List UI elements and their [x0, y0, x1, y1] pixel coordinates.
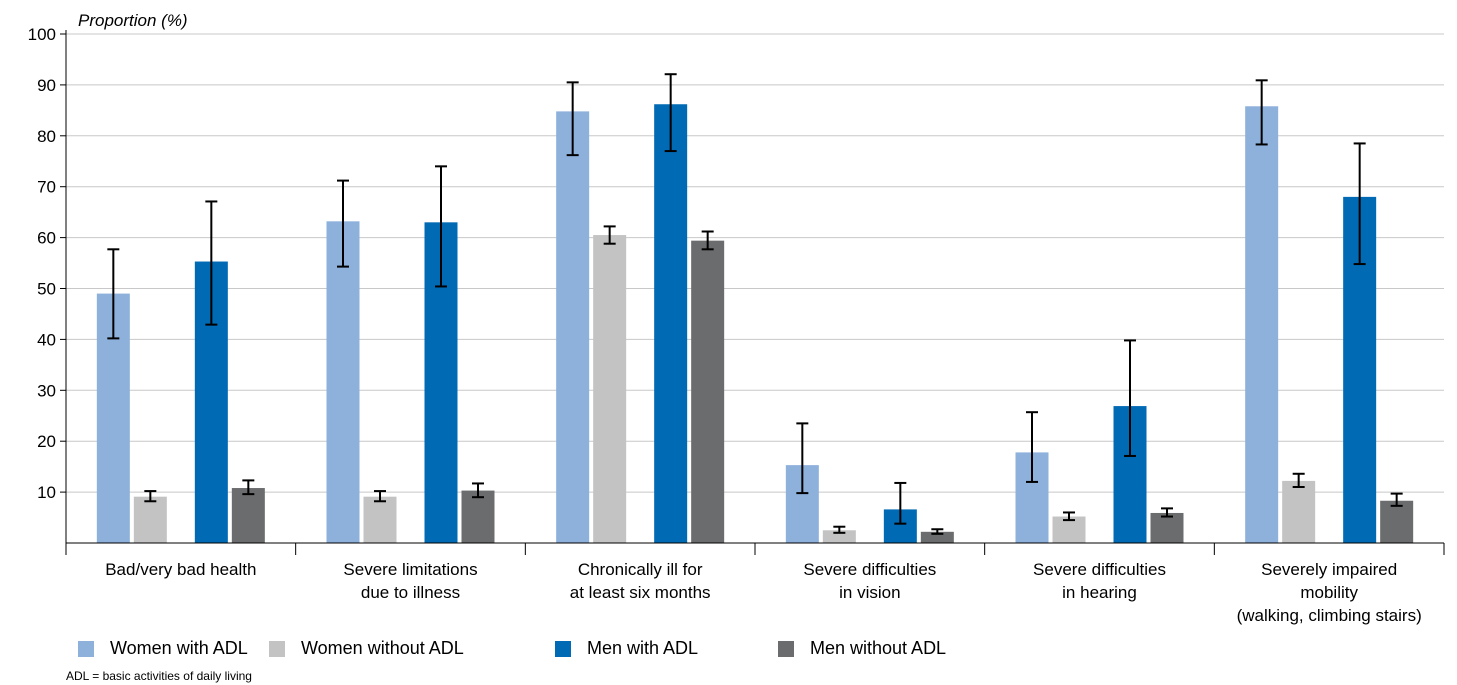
bar	[556, 111, 590, 544]
y-tick-label: 50	[37, 280, 56, 299]
y-axis-label: Proportion (%)	[78, 11, 188, 30]
bar	[1245, 106, 1279, 543]
gridlines	[66, 33, 1444, 493]
y-tick-label: 10	[37, 483, 56, 502]
y-tick-labels: 10 20 30 40 50 60 70 80 90 100	[28, 25, 56, 502]
bar	[920, 531, 954, 543]
legend-label: Men without ADL	[810, 638, 947, 658]
legend-item-men-with-adl: Men with ADL	[555, 638, 698, 659]
footnote: ADL = basic activities of daily living	[66, 669, 252, 683]
bar	[231, 488, 265, 543]
y-tick-label: 80	[37, 127, 56, 146]
legend-label: Men with ADL	[587, 638, 699, 658]
y-tick-label: 30	[37, 381, 56, 400]
bar-chart: 10 20 30 40 50 60 70 80 90 100 Bad/very bad healt…	[28, 11, 1445, 625]
bar	[1380, 500, 1414, 543]
category-label: Bad/very bad health	[105, 560, 256, 579]
category-label: Chronically ill for	[578, 560, 703, 579]
legend-swatch	[269, 640, 285, 657]
category-label: at least six months	[570, 583, 711, 602]
y-tick-label: 40	[37, 330, 56, 349]
category-label: Severe difficulties	[803, 560, 936, 579]
category-label: in hearing	[1062, 583, 1137, 602]
bar	[822, 530, 856, 543]
bar	[593, 235, 627, 543]
category-label: Severely impaired	[1261, 560, 1397, 579]
legend-swatch	[778, 640, 794, 657]
legend-item-men-without-adl: Men without ADL	[778, 638, 946, 659]
legend-item-women-with-adl: Women with ADL	[78, 638, 248, 659]
category-label: mobility	[1300, 583, 1358, 602]
y-tick-label: 100	[28, 25, 56, 44]
y-tick-label: 60	[37, 229, 56, 248]
bars	[96, 104, 1414, 544]
legend-item-women-without-adl: Women without ADL	[269, 638, 464, 659]
bar	[654, 104, 688, 543]
legend-swatch	[78, 640, 94, 657]
bar	[1150, 512, 1184, 543]
bar	[691, 240, 725, 544]
bar	[461, 490, 495, 543]
bar	[133, 496, 167, 543]
y-tick-label: 90	[37, 76, 56, 95]
legend-swatch	[555, 640, 571, 657]
category-labels: Bad/very bad health Severe limitations due…	[105, 560, 1422, 625]
bar	[1282, 480, 1316, 543]
category-label: in vision	[839, 583, 900, 602]
axes	[60, 30, 1445, 555]
bar	[326, 221, 360, 543]
legend: Women with ADL Women without ADL Men wit…	[78, 638, 1078, 668]
legend-label: Women without ADL	[301, 638, 464, 658]
category-label: Severe limitations	[343, 560, 477, 579]
category-label: (walking, climbing stairs)	[1237, 606, 1422, 625]
legend-label: Women with ADL	[110, 638, 248, 658]
category-label: Severe difficulties	[1033, 560, 1166, 579]
bar	[363, 496, 397, 543]
y-tick-label: 20	[37, 432, 56, 451]
y-tick-label: 70	[37, 178, 56, 197]
category-label: due to illness	[361, 583, 460, 602]
error-bars	[107, 73, 1403, 535]
